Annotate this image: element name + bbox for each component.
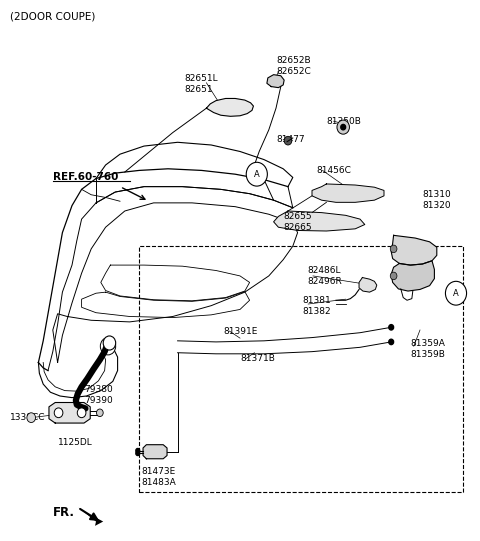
Polygon shape bbox=[359, 278, 377, 292]
Circle shape bbox=[337, 120, 349, 134]
Circle shape bbox=[284, 136, 292, 145]
Circle shape bbox=[27, 413, 36, 423]
Polygon shape bbox=[274, 211, 365, 231]
Text: 82655
82665: 82655 82665 bbox=[283, 212, 312, 232]
Text: 1125DL: 1125DL bbox=[58, 438, 92, 447]
Text: 81391E: 81391E bbox=[223, 327, 258, 335]
Polygon shape bbox=[78, 507, 103, 526]
Text: 81310
81320: 81310 81320 bbox=[422, 190, 451, 210]
Circle shape bbox=[445, 281, 467, 305]
Polygon shape bbox=[391, 235, 437, 265]
Text: 1339CC: 1339CC bbox=[10, 413, 45, 422]
Circle shape bbox=[96, 409, 103, 417]
Circle shape bbox=[389, 325, 394, 330]
Circle shape bbox=[136, 451, 140, 456]
Circle shape bbox=[389, 339, 394, 345]
Text: 81473E
81483A: 81473E 81483A bbox=[142, 467, 176, 487]
Circle shape bbox=[136, 448, 140, 453]
Polygon shape bbox=[49, 403, 90, 423]
Text: 81371B: 81371B bbox=[240, 354, 275, 363]
Circle shape bbox=[54, 408, 63, 418]
Text: FR.: FR. bbox=[53, 506, 75, 519]
Text: (2DOOR COUPE): (2DOOR COUPE) bbox=[10, 12, 95, 22]
Text: 82652B
82652C: 82652B 82652C bbox=[276, 56, 311, 76]
Text: REF.60-760: REF.60-760 bbox=[53, 173, 118, 182]
Circle shape bbox=[390, 245, 397, 253]
Circle shape bbox=[246, 162, 267, 186]
Text: 81350B: 81350B bbox=[326, 117, 361, 126]
Text: 79380
79390: 79380 79390 bbox=[84, 385, 113, 405]
Circle shape bbox=[341, 124, 346, 130]
Polygon shape bbox=[312, 184, 384, 202]
Circle shape bbox=[77, 408, 86, 418]
Circle shape bbox=[390, 272, 397, 280]
Text: A: A bbox=[453, 289, 459, 298]
Text: 82486L
82496R: 82486L 82496R bbox=[307, 266, 342, 286]
Circle shape bbox=[103, 336, 116, 350]
Polygon shape bbox=[143, 445, 167, 459]
Text: 81477: 81477 bbox=[276, 135, 305, 144]
Text: 81359A
81359B: 81359A 81359B bbox=[410, 339, 445, 359]
Polygon shape bbox=[206, 98, 253, 116]
Bar bbox=[139, 246, 463, 492]
Text: 82651L
82651: 82651L 82651 bbox=[185, 74, 218, 94]
Polygon shape bbox=[267, 75, 284, 88]
Polygon shape bbox=[391, 261, 434, 291]
Text: 81381
81382: 81381 81382 bbox=[302, 295, 331, 316]
Text: A: A bbox=[254, 170, 260, 179]
Circle shape bbox=[100, 338, 116, 355]
Text: 81456C: 81456C bbox=[317, 166, 352, 175]
